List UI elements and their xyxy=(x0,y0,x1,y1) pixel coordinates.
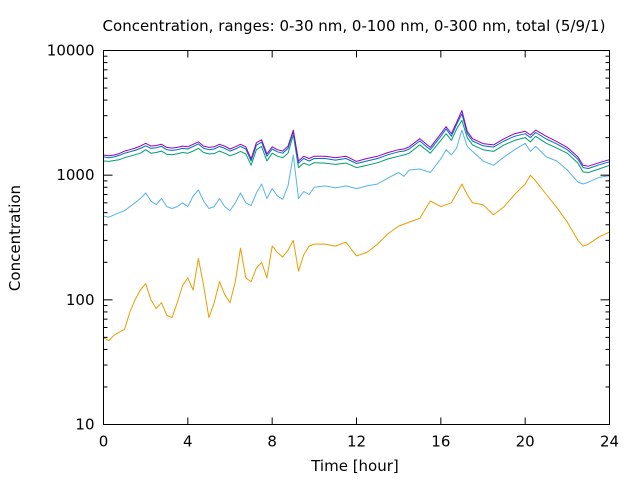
series-line-1 xyxy=(103,174,610,342)
series-line-3 xyxy=(103,119,610,173)
x-tick-label: 24 xyxy=(600,433,619,451)
chart-title: Concentration, ranges: 0-30 nm, 0-100 nm… xyxy=(103,17,606,35)
series-line-2 xyxy=(103,129,610,218)
plot-series-group xyxy=(103,110,610,342)
x-tick-label: 8 xyxy=(267,433,277,451)
y-axis-label: Concentration xyxy=(6,185,24,291)
y-tick-label: 1000 xyxy=(56,166,94,184)
x-axis-ticks: 0 4 8 12 16 20 24 xyxy=(99,50,619,451)
x-tick-label: 4 xyxy=(183,433,193,451)
x-axis-label: Time [hour] xyxy=(310,457,399,475)
y-tick-label: 100 xyxy=(66,291,95,309)
series-line-4 xyxy=(103,113,610,169)
x-tick-label: 20 xyxy=(516,433,535,451)
y-tick-label: 10000 xyxy=(47,42,95,60)
y-axis-ticks: 10 100 1000 10000 xyxy=(47,42,610,434)
x-tick-label: 0 xyxy=(99,433,109,451)
x-tick-label: 12 xyxy=(347,433,366,451)
x-tick-label: 16 xyxy=(431,433,450,451)
y-tick-label: 10 xyxy=(75,416,94,434)
series-line-5 xyxy=(103,110,610,167)
